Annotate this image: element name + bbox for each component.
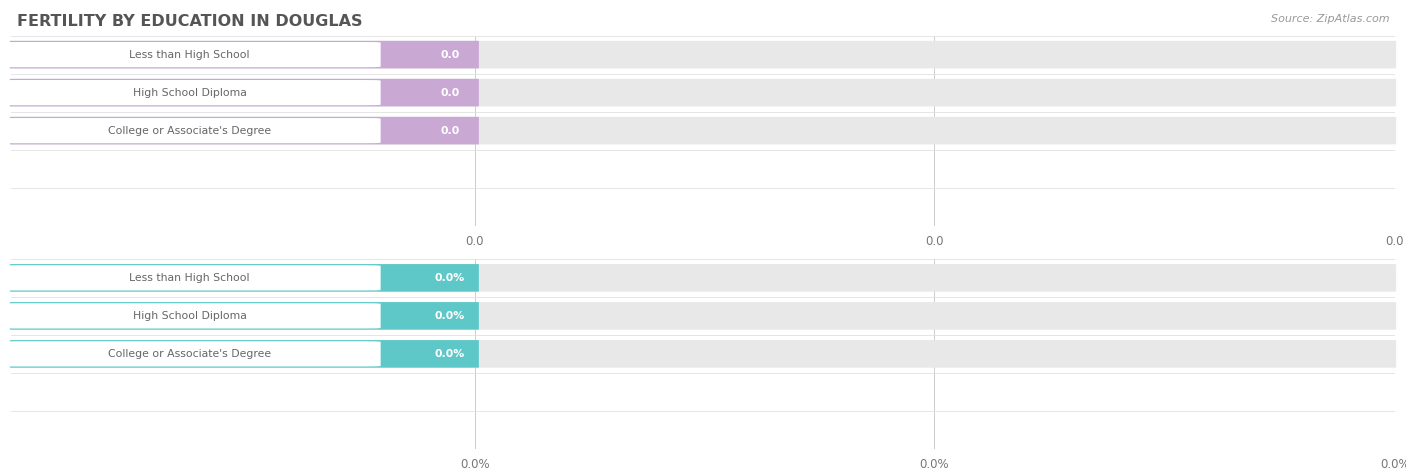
Text: College or Associate's Degree: College or Associate's Degree (108, 349, 271, 359)
Text: 0.0: 0.0 (440, 49, 460, 60)
Text: 0.0%: 0.0% (434, 273, 465, 283)
FancyBboxPatch shape (10, 41, 1396, 68)
FancyBboxPatch shape (10, 41, 479, 68)
FancyBboxPatch shape (0, 341, 381, 367)
Text: High School Diploma: High School Diploma (132, 311, 246, 321)
Text: Less than High School: Less than High School (129, 49, 250, 60)
FancyBboxPatch shape (0, 80, 381, 105)
FancyBboxPatch shape (0, 265, 381, 291)
Text: High School Diploma: High School Diploma (132, 87, 246, 98)
Text: 0.0%: 0.0% (434, 349, 465, 359)
FancyBboxPatch shape (10, 302, 1396, 330)
FancyBboxPatch shape (10, 264, 479, 292)
FancyBboxPatch shape (10, 117, 1396, 144)
Text: FERTILITY BY EDUCATION IN DOUGLAS: FERTILITY BY EDUCATION IN DOUGLAS (17, 14, 363, 29)
Text: 0.0: 0.0 (440, 125, 460, 136)
FancyBboxPatch shape (0, 303, 381, 329)
Text: College or Associate's Degree: College or Associate's Degree (108, 125, 271, 136)
FancyBboxPatch shape (0, 118, 381, 143)
Text: 0.0%: 0.0% (434, 311, 465, 321)
FancyBboxPatch shape (10, 79, 1396, 106)
FancyBboxPatch shape (10, 340, 1396, 368)
FancyBboxPatch shape (10, 302, 479, 330)
FancyBboxPatch shape (10, 79, 479, 106)
Text: Source: ZipAtlas.com: Source: ZipAtlas.com (1271, 14, 1389, 24)
Text: Less than High School: Less than High School (129, 273, 250, 283)
FancyBboxPatch shape (0, 42, 381, 67)
FancyBboxPatch shape (10, 117, 479, 144)
Text: 0.0: 0.0 (440, 87, 460, 98)
FancyBboxPatch shape (10, 340, 479, 368)
FancyBboxPatch shape (10, 264, 1396, 292)
